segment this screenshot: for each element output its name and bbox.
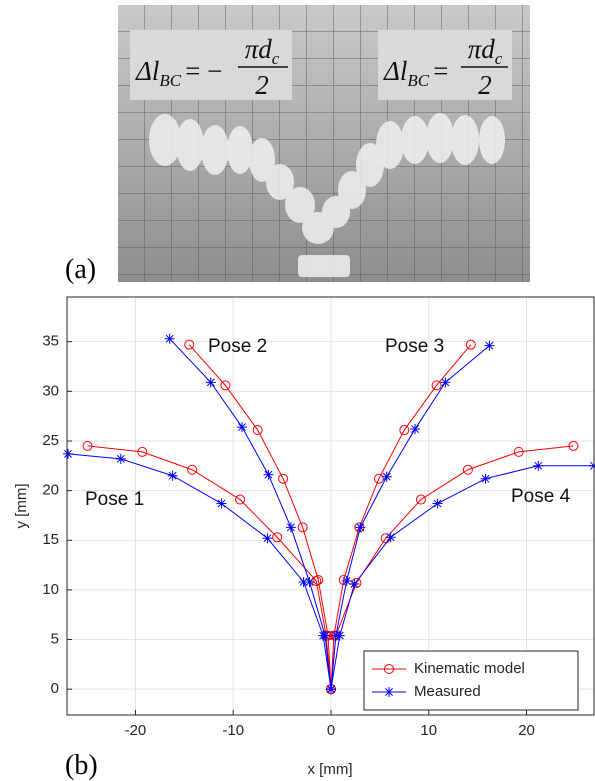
y-tick-label: 5 bbox=[51, 631, 59, 648]
marker bbox=[167, 470, 178, 481]
formula-sub: c bbox=[272, 49, 280, 68]
marker bbox=[62, 448, 73, 459]
y-tick-label: 30 bbox=[42, 382, 59, 399]
marker bbox=[252, 425, 263, 436]
formula-sub: c bbox=[495, 49, 503, 68]
marker bbox=[431, 380, 442, 391]
formula-text: Δl bbox=[135, 56, 159, 86]
series-line bbox=[87, 344, 574, 690]
y-tick-label: 20 bbox=[42, 482, 59, 499]
annotation: Pose 1 bbox=[85, 489, 144, 510]
x-axis-label: x [mm] bbox=[308, 761, 353, 778]
series-line bbox=[67, 338, 594, 690]
y-tick-label: 25 bbox=[42, 432, 59, 449]
marker bbox=[415, 494, 426, 505]
marker bbox=[115, 453, 126, 464]
marker bbox=[164, 333, 175, 344]
y-tick-label: 0 bbox=[51, 680, 59, 697]
legend-label: Measured bbox=[414, 683, 481, 700]
annotation: Pose 3 bbox=[385, 336, 444, 357]
formula-sub: BC bbox=[407, 71, 429, 90]
formula-text: Δl bbox=[383, 56, 407, 86]
marker bbox=[262, 533, 273, 544]
marker bbox=[278, 473, 289, 484]
marker bbox=[137, 446, 148, 457]
marker bbox=[82, 440, 93, 451]
x-tick-label: 10 bbox=[420, 722, 437, 739]
marker bbox=[311, 575, 322, 586]
legend-label: Kinematic model bbox=[414, 660, 525, 677]
marker bbox=[381, 471, 392, 482]
plot bbox=[62, 297, 595, 715]
marker bbox=[568, 440, 579, 451]
marker bbox=[216, 498, 227, 509]
marker bbox=[205, 377, 216, 388]
marker bbox=[298, 576, 309, 587]
marker bbox=[184, 339, 195, 350]
marker bbox=[355, 522, 366, 533]
marker bbox=[513, 446, 524, 457]
y-tick-label: 15 bbox=[42, 531, 59, 548]
marker bbox=[341, 575, 352, 586]
marker bbox=[187, 464, 198, 475]
y-tick-label: 10 bbox=[42, 581, 59, 598]
marker bbox=[235, 494, 246, 505]
marker bbox=[465, 339, 476, 350]
marker bbox=[399, 425, 410, 436]
marker bbox=[462, 464, 473, 475]
marker bbox=[440, 377, 451, 388]
marker bbox=[272, 532, 283, 543]
marker bbox=[351, 577, 362, 588]
formula-text: πd bbox=[245, 34, 273, 64]
formula-num: πdc bbox=[468, 34, 503, 68]
formula-text: πd bbox=[468, 34, 496, 64]
x-tick-label: 20 bbox=[518, 722, 535, 739]
formula-num: πdc bbox=[245, 34, 280, 68]
legend-marker bbox=[384, 687, 394, 697]
marker bbox=[263, 469, 274, 480]
formula-den: 2 bbox=[478, 70, 492, 100]
formula-box bbox=[130, 30, 292, 100]
x-tick-label: -10 bbox=[222, 722, 244, 739]
formula-den: 2 bbox=[255, 70, 269, 100]
marker bbox=[385, 532, 396, 543]
formula-lhs: ΔlBC = − bbox=[135, 56, 222, 90]
marker bbox=[304, 576, 315, 587]
formula-sub: BC bbox=[159, 71, 181, 90]
marker bbox=[325, 684, 336, 695]
marker bbox=[373, 473, 384, 484]
y-axis-label: y [mm] bbox=[13, 484, 30, 529]
x-tick-label: -20 bbox=[125, 722, 147, 739]
marker bbox=[320, 630, 331, 641]
marker bbox=[334, 630, 345, 641]
annotation: Pose 2 bbox=[208, 336, 267, 357]
legend-marker bbox=[384, 664, 394, 674]
panel-label: (a) bbox=[65, 254, 96, 285]
formula-sign: = bbox=[433, 56, 448, 86]
marker bbox=[432, 498, 443, 509]
marker bbox=[297, 522, 308, 533]
y-tick-label: 35 bbox=[42, 333, 59, 350]
marker bbox=[220, 380, 231, 391]
panel-label: (b) bbox=[65, 750, 98, 781]
legend-box bbox=[363, 650, 579, 711]
photo: ΔlBC = − πdc 2 ΔlBC = πdc 2 bbox=[118, 5, 530, 282]
formula-sign: = − bbox=[185, 56, 222, 86]
annotation: Pose 4 bbox=[511, 486, 571, 507]
marker bbox=[484, 340, 495, 351]
marker bbox=[480, 473, 491, 484]
marker bbox=[237, 422, 248, 433]
marker bbox=[533, 460, 544, 471]
marker bbox=[410, 424, 421, 435]
formula-box bbox=[378, 30, 512, 100]
formula-lhs: ΔlBC = bbox=[383, 56, 448, 90]
robot bbox=[149, 113, 505, 277]
marker bbox=[349, 578, 360, 589]
marker bbox=[285, 522, 296, 533]
marker bbox=[313, 574, 324, 585]
x-tick-label: 0 bbox=[327, 722, 335, 739]
